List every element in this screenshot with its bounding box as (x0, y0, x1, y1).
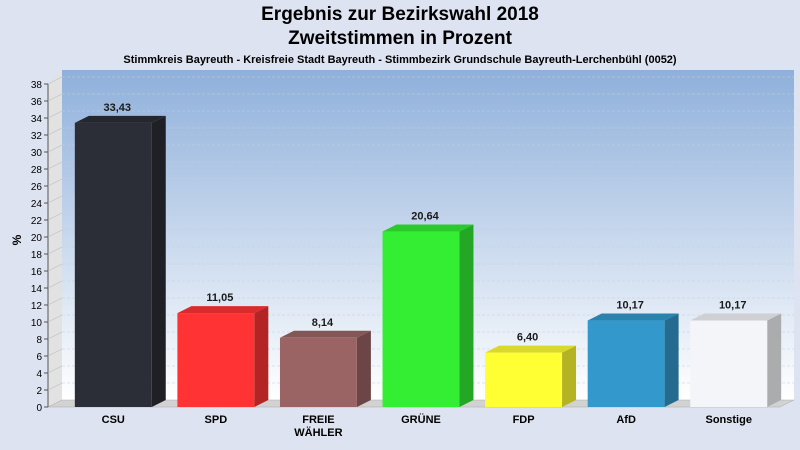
data-label: 33,43 (104, 102, 132, 114)
y-tick-label: 18 (31, 250, 43, 261)
gridline-side (47, 144, 63, 153)
bar-top (587, 313, 679, 321)
gridline-side (47, 331, 63, 340)
bar-front (382, 231, 460, 407)
data-label: 11,05 (206, 292, 233, 304)
data-label: 6,40 (517, 332, 538, 344)
bar-top (279, 330, 371, 338)
gridline-side (47, 314, 63, 323)
bar-front (485, 352, 563, 407)
gridline-side (47, 348, 63, 357)
plot-area-side-wall (48, 70, 62, 407)
bar-side (664, 313, 679, 407)
y-tick-label: 6 (36, 352, 42, 363)
y-tick-label: 32 (31, 131, 43, 142)
y-tick-label: 38 (31, 80, 43, 91)
bar (587, 313, 679, 407)
y-axis-label: % (10, 234, 24, 245)
gridline-side (47, 212, 63, 221)
bar-top (74, 115, 166, 123)
bar-top (690, 313, 782, 321)
y-tick-label: 12 (31, 301, 43, 312)
bar (177, 306, 269, 407)
data-label: 8,14 (312, 317, 334, 329)
bar-front (279, 337, 357, 407)
chart-subtitle: Zweitstimmen in Prozent (288, 28, 512, 49)
x-tick-label: AfD (616, 414, 636, 426)
x-tick-label: Sonstige (705, 414, 751, 426)
y-tick-label: 16 (31, 267, 43, 278)
y-tick-label: 26 (31, 182, 43, 193)
y-tick-label: 4 (36, 369, 42, 380)
y-tick-label: 10 (31, 318, 43, 329)
y-tick-label: 0 (36, 403, 42, 414)
bar (690, 313, 782, 407)
x-tick-label: FREIE (302, 414, 334, 426)
gridline-side (47, 178, 63, 187)
x-tick-label: FDP (513, 414, 535, 426)
data-label: 10,17 (719, 300, 747, 312)
bar (382, 224, 474, 407)
x-tick-label: CSU (102, 414, 125, 426)
bar-side (356, 330, 371, 407)
bar-front (74, 122, 152, 407)
bar-side (562, 345, 577, 407)
gridline-side (47, 93, 63, 102)
bar-side (151, 115, 166, 407)
bar-side (459, 224, 474, 407)
bar-top (382, 224, 474, 232)
data-label: 20,64 (411, 211, 439, 223)
y-tick-label: 36 (31, 97, 43, 108)
y-tick-label: 28 (31, 165, 43, 176)
bar (279, 330, 371, 407)
gridline-side (47, 195, 63, 204)
chart-subtitle-district: Stimmkreis Bayreuth - Kreisfreie Stadt B… (123, 54, 677, 66)
bar (74, 115, 166, 407)
y-tick-label: 30 (31, 148, 43, 159)
bar-front (587, 320, 665, 407)
y-tick-label: 24 (31, 199, 43, 210)
gridline-side (47, 280, 63, 289)
gridline-side (47, 297, 63, 306)
gridline-side (47, 229, 63, 238)
y-tick-label: 22 (31, 216, 43, 227)
y-tick-label: 14 (31, 284, 43, 295)
gridline-side (47, 246, 63, 255)
y-tick-label: 34 (31, 114, 43, 125)
bar-top (485, 345, 577, 353)
bar-side (767, 313, 782, 407)
gridline-side (47, 161, 63, 170)
y-tick-label: 20 (31, 233, 43, 244)
bar-front (690, 320, 768, 407)
bar (485, 345, 577, 407)
gridline-side (47, 110, 63, 119)
gridline-side (47, 127, 63, 136)
chart-title: Ergebnis zur Bezirkswahl 2018 (261, 4, 539, 25)
gridline-side (47, 263, 63, 272)
bar-side (254, 306, 269, 407)
gridline-side (47, 365, 63, 374)
x-tick-label: SPD (205, 414, 228, 426)
x-tick-label: WÄHLER (294, 426, 342, 439)
bar-front (177, 313, 255, 407)
x-tick-label: GRÜNE (401, 413, 441, 426)
gridline-side (47, 76, 63, 85)
gridline-side (47, 382, 63, 391)
y-tick-label: 8 (36, 335, 42, 346)
bar-top (177, 306, 269, 314)
y-tick-label: 2 (36, 386, 42, 397)
data-label: 10,17 (616, 300, 644, 312)
